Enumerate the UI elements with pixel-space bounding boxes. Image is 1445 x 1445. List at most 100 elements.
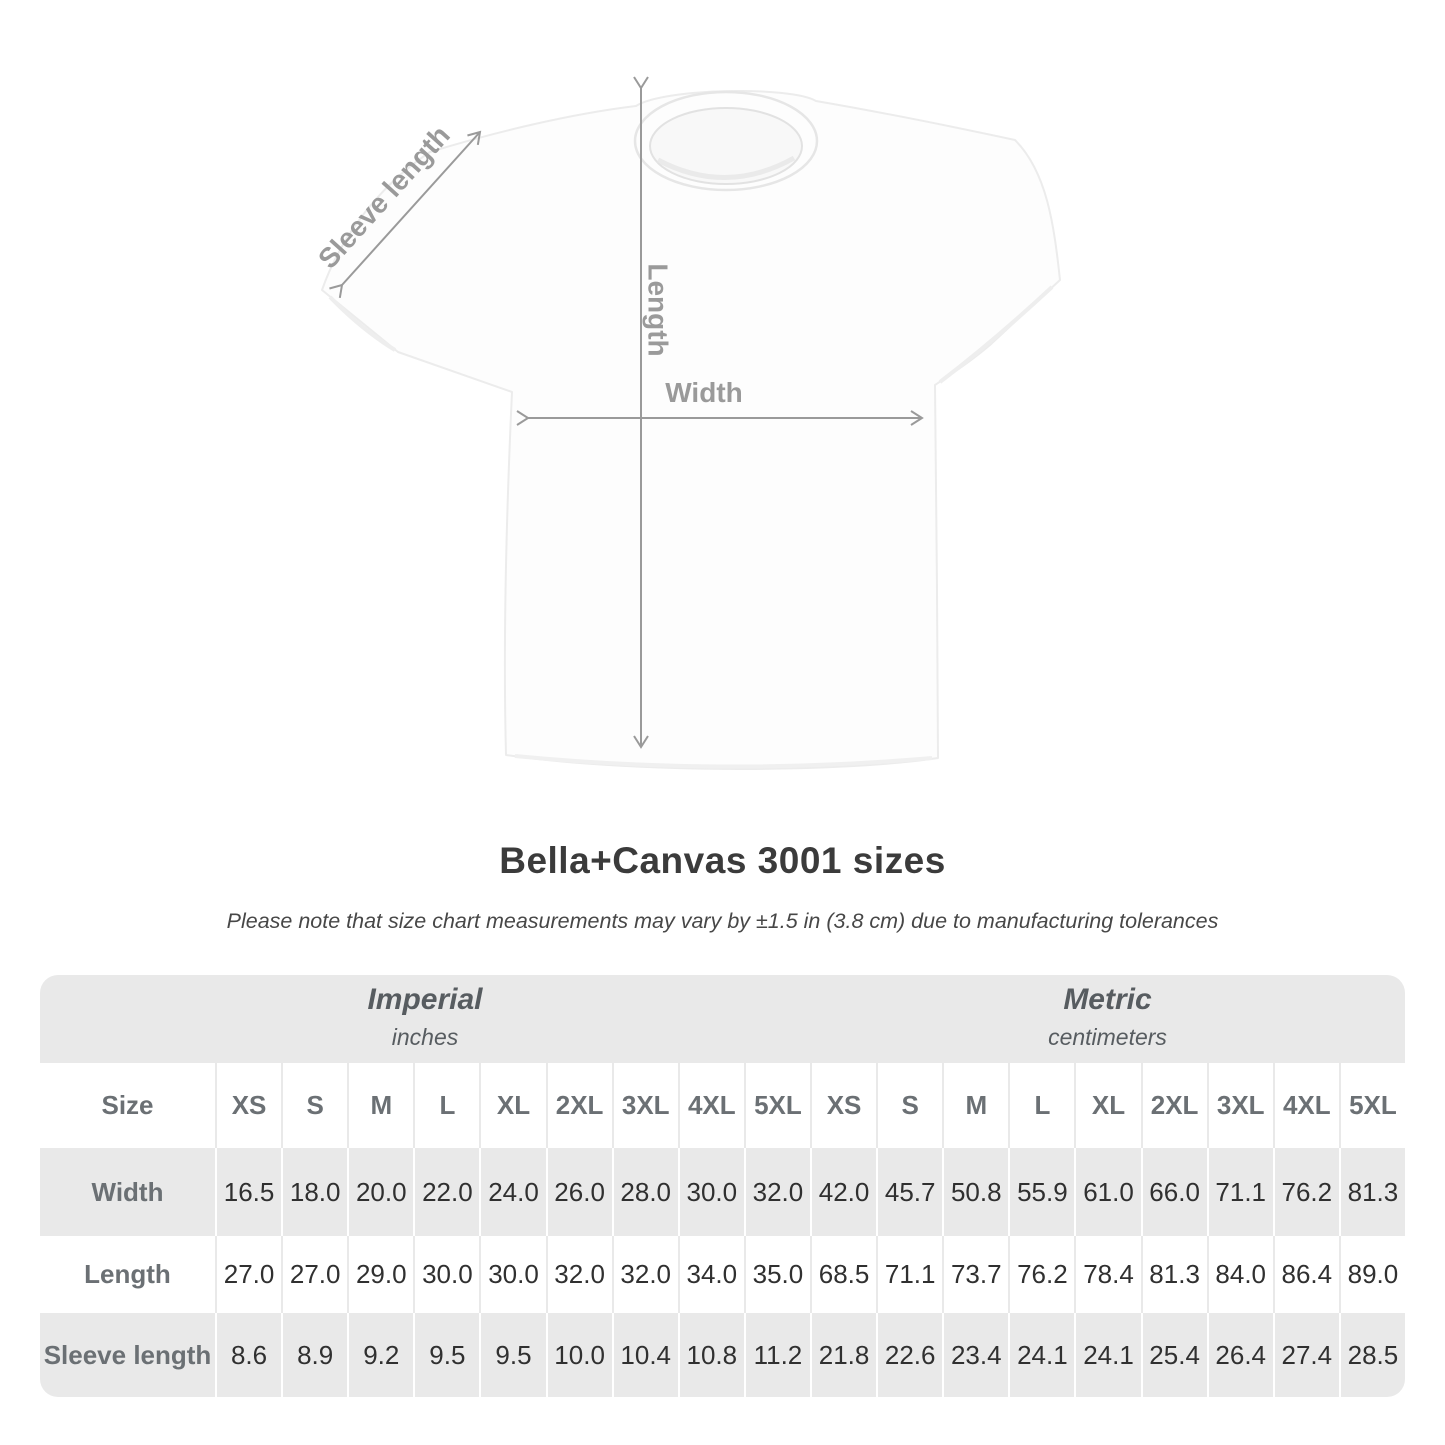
sleeve-length-arrow <box>329 130 482 299</box>
size-col-imperial-3xl: 3XL <box>611 1063 678 1148</box>
value-width-imperial-4xl: 30.0 <box>677 1148 744 1236</box>
size-col-metric-xs: XS <box>810 1063 876 1148</box>
right-cuff-shadow <box>938 285 1054 384</box>
value-width-metric-m: 50.8 <box>942 1148 1008 1236</box>
value-length-imperial-2xl: 32.0 <box>545 1236 612 1313</box>
value-width-imperial-xl: 24.0 <box>479 1148 545 1236</box>
value-width-metric-3xl: 71.1 <box>1206 1148 1273 1236</box>
size-col-imperial-5xl: 5XL <box>743 1063 810 1148</box>
table-row-width: Width 16.5 18.0 20.0 22.0 24.0 26.0 28.0 30.0 32.… <box>40 1148 1405 1236</box>
value-sleeve-length-imperial-m: 9.2 <box>347 1313 413 1397</box>
tshirt-diagram: Width Length Sleeve length <box>312 76 1061 770</box>
value-width-imperial-xs: 16.5 <box>215 1148 281 1236</box>
value-sleeve-length-metric-5xl: 28.5 <box>1338 1313 1405 1397</box>
value-sleeve-length-imperial-xs: 8.6 <box>215 1313 281 1397</box>
value-sleeve-length-imperial-2xl: 10.0 <box>545 1313 612 1397</box>
value-sleeve-length-imperial-3xl: 10.4 <box>611 1313 678 1397</box>
value-sleeve-length-imperial-5xl: 11.2 <box>743 1313 810 1397</box>
value-length-metric-xl: 78.4 <box>1074 1236 1140 1313</box>
imperial-subtitle: inches <box>391 1024 459 1050</box>
length-label: Length <box>643 263 674 356</box>
tolerance-note: Please note that size chart measurements… <box>226 909 1219 933</box>
value-sleeve-length-metric-l: 24.1 <box>1008 1313 1074 1397</box>
hem-shadow <box>514 754 933 769</box>
value-width-metric-4xl: 76.2 <box>1272 1148 1339 1236</box>
value-width-imperial-2xl: 26.0 <box>545 1148 612 1236</box>
value-sleeve-length-metric-2xl: 25.4 <box>1140 1313 1207 1397</box>
value-width-imperial-m: 20.0 <box>347 1148 413 1236</box>
value-length-metric-l: 76.2 <box>1008 1236 1074 1313</box>
value-width-metric-s: 45.7 <box>876 1148 942 1236</box>
table-unit-header: Imperial inches Metric centimeters <box>40 975 1405 1063</box>
size-column-header: Size <box>101 1090 154 1120</box>
value-width-metric-5xl: 81.3 <box>1338 1148 1405 1236</box>
value-length-metric-s: 71.1 <box>876 1236 942 1313</box>
value-length-metric-4xl: 86.4 <box>1272 1236 1339 1313</box>
value-width-imperial-3xl: 28.0 <box>611 1148 678 1236</box>
value-length-metric-xs: 68.5 <box>810 1236 876 1313</box>
value-sleeve-length-imperial-l: 9.5 <box>413 1313 479 1397</box>
imperial-header: Imperial inches <box>40 975 810 1063</box>
metric-subtitle: centimeters <box>1048 1024 1167 1050</box>
size-table: Imperial inches Metric centimeters Size X… <box>40 975 1405 1397</box>
size-col-metric-3xl: 3XL <box>1206 1063 1273 1148</box>
value-width-imperial-l: 22.0 <box>413 1148 479 1236</box>
value-length-imperial-5xl: 35.0 <box>743 1236 810 1313</box>
value-length-imperial-xl: 30.0 <box>479 1236 545 1313</box>
value-sleeve-length-metric-4xl: 27.4 <box>1272 1313 1339 1397</box>
size-col-imperial-m: M <box>347 1063 413 1148</box>
value-width-imperial-s: 18.0 <box>281 1148 347 1236</box>
value-length-metric-m: 73.7 <box>942 1236 1008 1313</box>
value-length-imperial-m: 29.0 <box>347 1236 413 1313</box>
row-label-sleeve-length: Sleeve length <box>43 1339 212 1370</box>
size-col-imperial-xs: XS <box>215 1063 281 1148</box>
value-length-metric-5xl: 89.0 <box>1338 1236 1405 1313</box>
size-col-metric-2xl: 2XL <box>1140 1063 1207 1148</box>
size-col-metric-xl: XL <box>1074 1063 1140 1148</box>
value-width-metric-l: 55.9 <box>1008 1148 1074 1236</box>
table-row-sizes: Size XS S M L XL 2XL 3XL 4XL 5XL XS S M L XL 2XL 3XL 4XL 5… <box>40 1063 1405 1148</box>
value-length-imperial-4xl: 34.0 <box>677 1236 744 1313</box>
value-sleeve-length-metric-3xl: 26.4 <box>1206 1313 1273 1397</box>
value-length-imperial-3xl: 32.0 <box>611 1236 678 1313</box>
row-label-width: Width <box>91 1176 164 1207</box>
value-sleeve-length-imperial-s: 8.9 <box>281 1313 347 1397</box>
metric-title: Metric <box>1063 983 1152 1016</box>
size-col-metric-5xl: 5XL <box>1338 1063 1405 1148</box>
size-col-metric-4xl: 4XL <box>1272 1063 1339 1148</box>
tshirt-neck-opening <box>649 107 803 185</box>
value-sleeve-length-metric-s: 22.6 <box>876 1313 942 1397</box>
value-width-metric-xl: 61.0 <box>1074 1148 1140 1236</box>
size-col-imperial-4xl: 4XL <box>677 1063 744 1148</box>
table-row-sleeve-length: Sleeve length 8.6 8.9 9.2 9.5 9.5 10.0 10.4 10.8… <box>40 1313 1405 1397</box>
size-col-metric-l: L <box>1008 1063 1074 1148</box>
table-body: Size XS S M L XL 2XL 3XL 4XL 5XL XS S M L XL 2XL 3XL 4XL 5… <box>40 1063 1405 1397</box>
size-col-imperial-2xl: 2XL <box>545 1063 612 1148</box>
size-col-imperial-l: L <box>413 1063 479 1148</box>
value-sleeve-length-imperial-4xl: 10.8 <box>677 1313 744 1397</box>
value-width-imperial-5xl: 32.0 <box>743 1148 810 1236</box>
tshirt-outline <box>321 90 1061 770</box>
value-sleeve-length-metric-xl: 24.1 <box>1074 1313 1140 1397</box>
value-sleeve-length-metric-m: 23.4 <box>942 1313 1008 1397</box>
value-length-metric-3xl: 84.0 <box>1206 1236 1273 1313</box>
size-col-metric-s: S <box>876 1063 942 1148</box>
size-col-imperial-xl: XL <box>479 1063 545 1148</box>
value-length-metric-2xl: 81.3 <box>1140 1236 1207 1313</box>
page-title: Bella+Canvas 3001 sizes <box>499 840 946 881</box>
size-col-imperial-s: S <box>281 1063 347 1148</box>
value-width-metric-xs: 42.0 <box>810 1148 876 1236</box>
width-label: Width <box>665 377 743 408</box>
value-width-metric-2xl: 66.0 <box>1140 1148 1207 1236</box>
neck-inner-shadow <box>656 155 796 180</box>
metric-header: Metric centimeters <box>810 975 1405 1063</box>
value-sleeve-length-metric-xs: 21.8 <box>810 1313 876 1397</box>
value-sleeve-length-imperial-xl: 9.5 <box>479 1313 545 1397</box>
value-length-imperial-l: 30.0 <box>413 1236 479 1313</box>
value-length-imperial-xs: 27.0 <box>215 1236 281 1313</box>
size-col-metric-m: M <box>942 1063 1008 1148</box>
left-cuff-shadow <box>328 295 397 352</box>
row-label-length: Length <box>84 1259 171 1289</box>
value-length-imperial-s: 27.0 <box>281 1236 347 1313</box>
